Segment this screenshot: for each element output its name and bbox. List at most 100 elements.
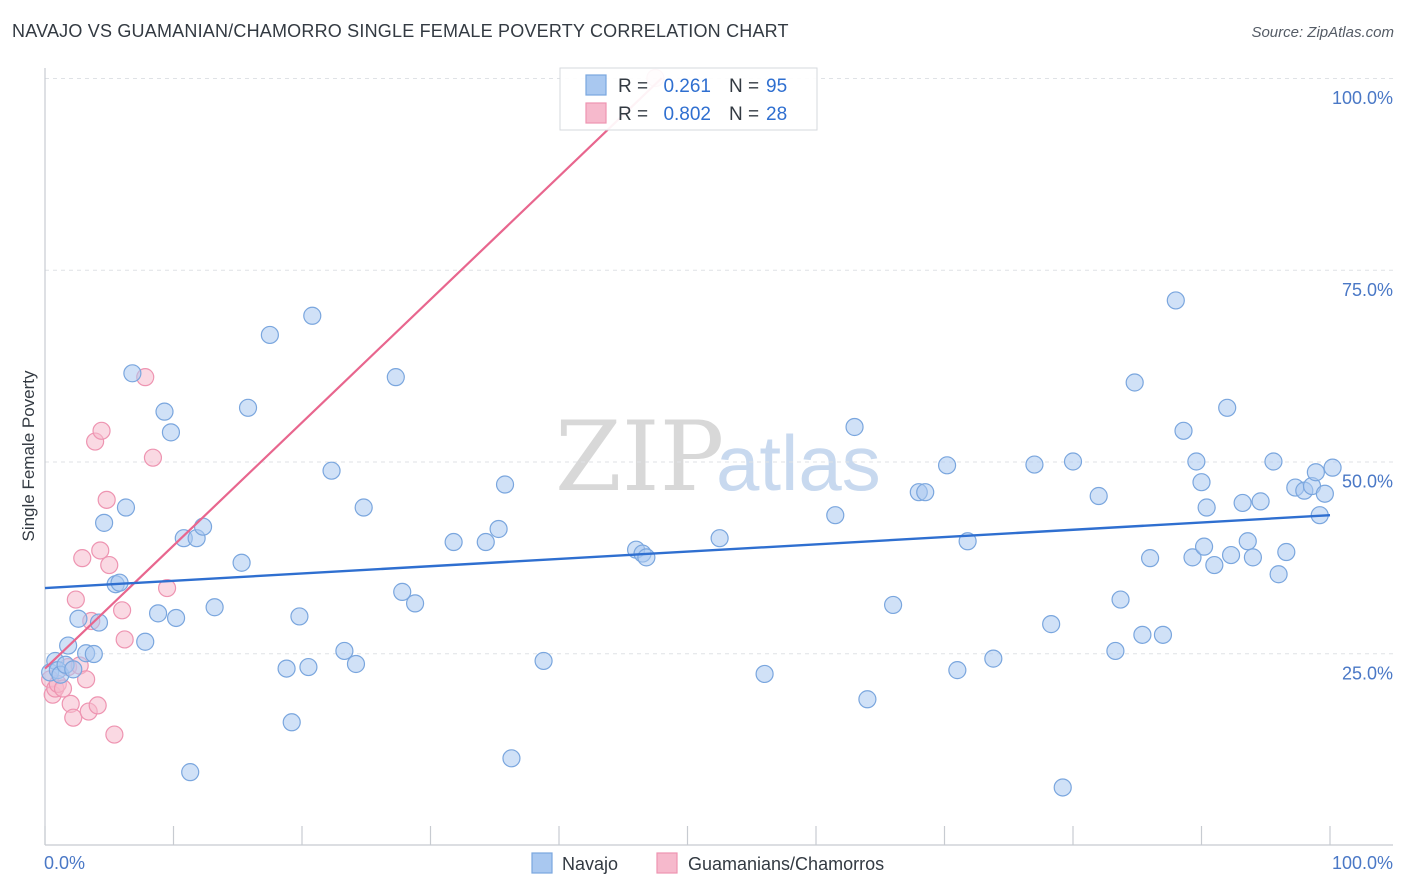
navajo-point	[1174, 421, 1193, 440]
navajo-point	[64, 660, 83, 679]
navajo-point	[1194, 537, 1214, 556]
legend-r-value-guam: 0.802	[663, 104, 711, 125]
navajo-point	[1133, 625, 1152, 644]
navajo-point	[161, 423, 181, 442]
guam-point	[73, 549, 92, 568]
navajo-point	[290, 607, 309, 626]
legend-n-value-navajo: 95	[766, 76, 787, 97]
navajo-series-points	[41, 291, 1342, 797]
y-tick-label: 75.0%	[1342, 280, 1393, 300]
navajo-point	[303, 306, 322, 325]
navajo-point	[1251, 492, 1270, 511]
navajo-point	[232, 553, 251, 572]
navajo-point	[1140, 549, 1160, 568]
y-tick-label: 25.0%	[1342, 663, 1393, 683]
navajo-point	[89, 613, 109, 632]
y-axis-title: Single Female Poverty	[19, 370, 38, 542]
navajo-point	[937, 456, 957, 475]
navajo-point	[84, 644, 103, 664]
navajo-point	[193, 517, 213, 536]
y-tick-label: 50.0%	[1342, 472, 1393, 492]
legend-n-label: N =	[729, 104, 759, 125]
navajo-point	[1315, 484, 1334, 503]
navajo-point	[1106, 641, 1125, 661]
navajo-point	[181, 763, 200, 782]
legend-swatch-navajo	[585, 74, 607, 96]
navajo-point	[444, 532, 463, 552]
navajo-point	[948, 661, 967, 680]
guam-trend-line	[44, 77, 663, 670]
navajo-trend-line	[44, 513, 1331, 590]
navajo-point	[1218, 398, 1237, 417]
navajo-point	[386, 368, 405, 387]
navajo-point	[1089, 486, 1108, 506]
navajo-point	[755, 664, 774, 684]
navajo-point	[166, 608, 186, 628]
guam-point	[143, 448, 163, 467]
navajo-point	[883, 595, 903, 615]
guam-point	[92, 421, 111, 440]
guam-point	[157, 578, 177, 598]
navajo-point	[277, 659, 296, 678]
legend-r-label: R =	[618, 104, 648, 125]
navajo-point	[205, 598, 224, 617]
navajo-point	[1042, 615, 1061, 634]
chart-source: Source: ZipAtlas.com	[1251, 24, 1394, 41]
bottom-legend-label-guam: Guamanians/Chamorros	[688, 854, 884, 874]
navajo-point	[123, 364, 142, 383]
navajo-point	[1306, 463, 1325, 482]
bottom-legend-swatch-guam	[656, 852, 678, 874]
navajo-point	[1053, 778, 1072, 797]
x-tick-label-min: 0.0%	[44, 853, 85, 873]
guam-point	[91, 541, 110, 560]
guam-point	[64, 708, 83, 727]
navajo-point	[260, 325, 279, 345]
navajo-point	[136, 632, 155, 651]
navajo-point	[322, 461, 341, 480]
series-legend: Navajo Guamanians/Chamorros	[531, 852, 884, 874]
navajo-point	[1197, 498, 1216, 517]
navajo-point	[845, 417, 864, 437]
x-tick-label-max: 100.0%	[1332, 853, 1393, 873]
navajo-point	[1269, 565, 1288, 584]
correlation-legend: R = 0.261 N = 95 R = 0.802 N = 28	[559, 67, 818, 131]
navajo-point	[984, 649, 1003, 668]
navajo-point	[1221, 545, 1241, 565]
navajo-point	[335, 641, 354, 661]
guam-point	[88, 696, 107, 715]
navajo-point	[116, 498, 136, 517]
navajo-point	[393, 582, 412, 601]
guam-point	[66, 590, 85, 609]
guam-point	[97, 490, 116, 509]
guam-point	[77, 670, 96, 689]
chart-title: NAVAJO VS GUAMANIAN/CHAMORRO SINGLE FEMA…	[12, 21, 789, 41]
navajo-point	[1063, 452, 1083, 471]
bottom-legend-label-navajo: Navajo	[562, 854, 618, 874]
navajo-point	[826, 506, 845, 525]
navajo-point	[495, 475, 515, 494]
legend-n-label: N =	[729, 76, 759, 97]
navajo-point	[69, 609, 88, 628]
navajo-point	[1025, 455, 1044, 474]
navajo-point	[916, 483, 935, 502]
legend-r-label: R =	[618, 76, 648, 97]
navajo-point	[1111, 590, 1130, 609]
legend-n-value-guam: 28	[766, 104, 787, 125]
navajo-point	[1277, 542, 1296, 562]
y-tick-label: 100.0%	[1332, 88, 1393, 108]
navajo-point	[155, 402, 174, 421]
watermark-zip: ZIP	[555, 401, 724, 513]
guam-point	[105, 725, 124, 744]
navajo-point	[1153, 625, 1173, 644]
navajo-point	[1192, 473, 1211, 492]
legend-r-value-navajo: 0.261	[663, 76, 711, 97]
navajo-point	[476, 532, 495, 552]
navajo-point	[282, 713, 301, 732]
navajo-point	[95, 513, 114, 532]
navajo-point	[710, 529, 729, 548]
navajo-point	[346, 654, 366, 674]
watermark: ZIP atlas	[555, 401, 881, 513]
navajo-point	[1166, 291, 1185, 310]
navajo-point	[489, 519, 508, 539]
bottom-legend-swatch-navajo	[531, 852, 553, 874]
